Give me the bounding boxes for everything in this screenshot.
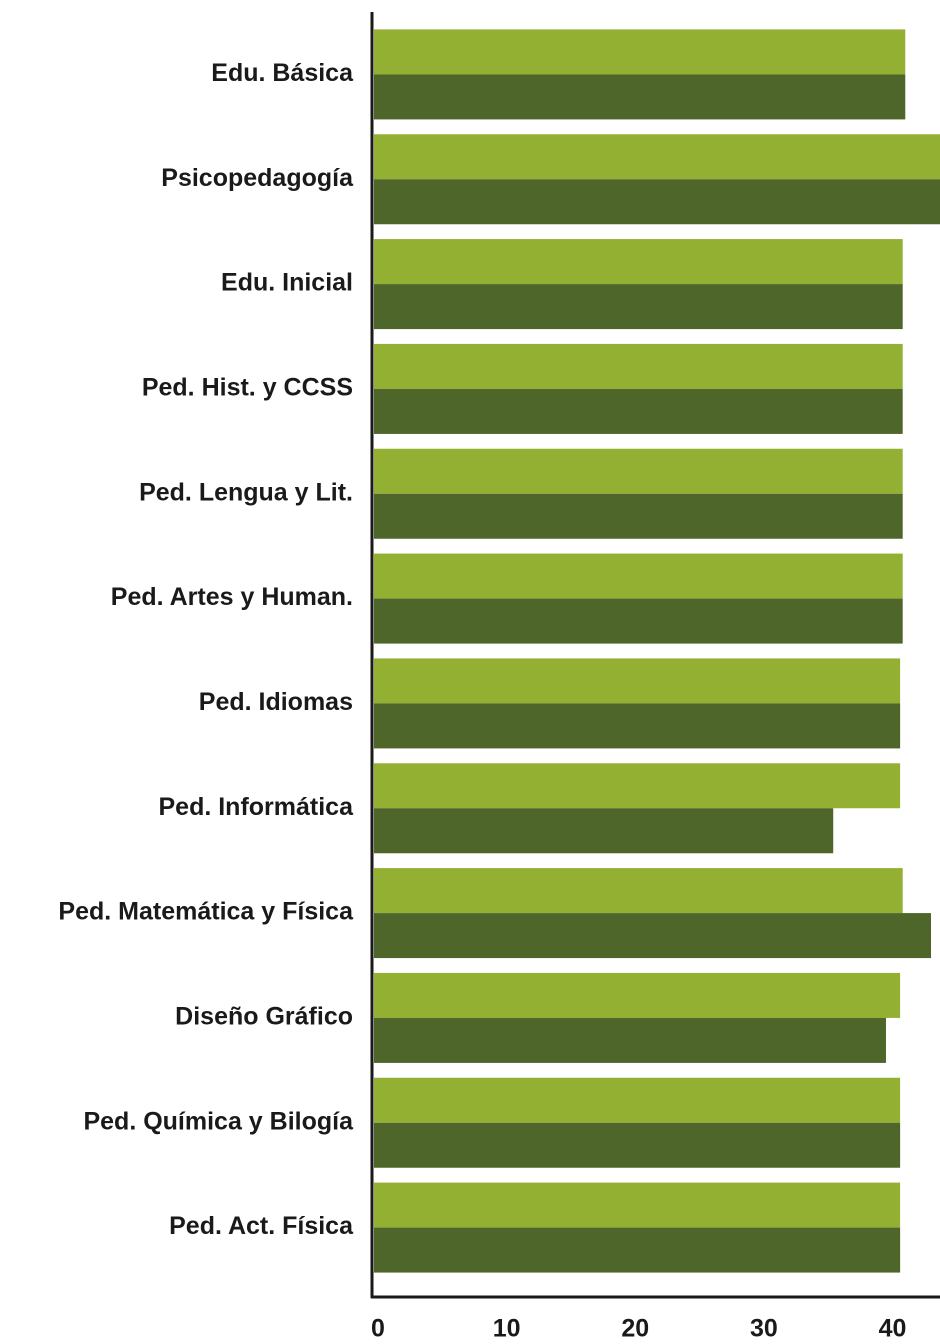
y-tick-label: Ped. Idiomas [199,688,353,716]
bar [374,598,903,644]
y-tick-label: Psicopedagogía [161,164,354,192]
y-tick-label: Ped. Matemática y Física [58,898,354,926]
y-tick-label: Ped. Informática [159,793,355,821]
bar [374,239,903,285]
bar [374,1122,901,1168]
bar [374,29,906,75]
bar [374,343,903,389]
y-tick-label: Edu. Básica [211,59,354,87]
bar [374,1227,901,1273]
x-tick-label: 10 [493,1315,521,1343]
y-tick-label: Diseño Gráfico [175,1003,353,1031]
bar [374,1182,901,1228]
y-tick-label: Ped. Artes y Human. [111,583,353,611]
bar [374,868,903,914]
x-tick-label: 30 [750,1315,778,1343]
y-tick-label: Ped. Hist. y CCSS [142,374,353,402]
bar [374,74,906,120]
bar [374,553,903,599]
bar [374,134,940,180]
y-tick-label: Ped. Act. Física [169,1212,354,1240]
bar [374,284,903,330]
bar [374,493,903,539]
bar [374,1077,901,1123]
x-tick-label: 0 [371,1315,385,1343]
y-tick-label: Ped. Química y Bilogía [83,1107,354,1135]
bar [374,913,931,959]
bar [374,658,901,704]
bar [374,808,834,854]
x-tick-label: 40 [879,1315,907,1343]
bar [374,763,901,809]
x-tick-label: 20 [621,1315,649,1343]
y-tick-label: Edu. Inicial [221,269,353,297]
bar [374,972,901,1018]
bar [374,448,903,494]
bar [374,179,940,225]
bar [374,703,901,749]
y-tick-label: Ped. Lengua y Lit. [139,478,353,506]
bar [374,388,903,434]
bar [374,1017,886,1063]
